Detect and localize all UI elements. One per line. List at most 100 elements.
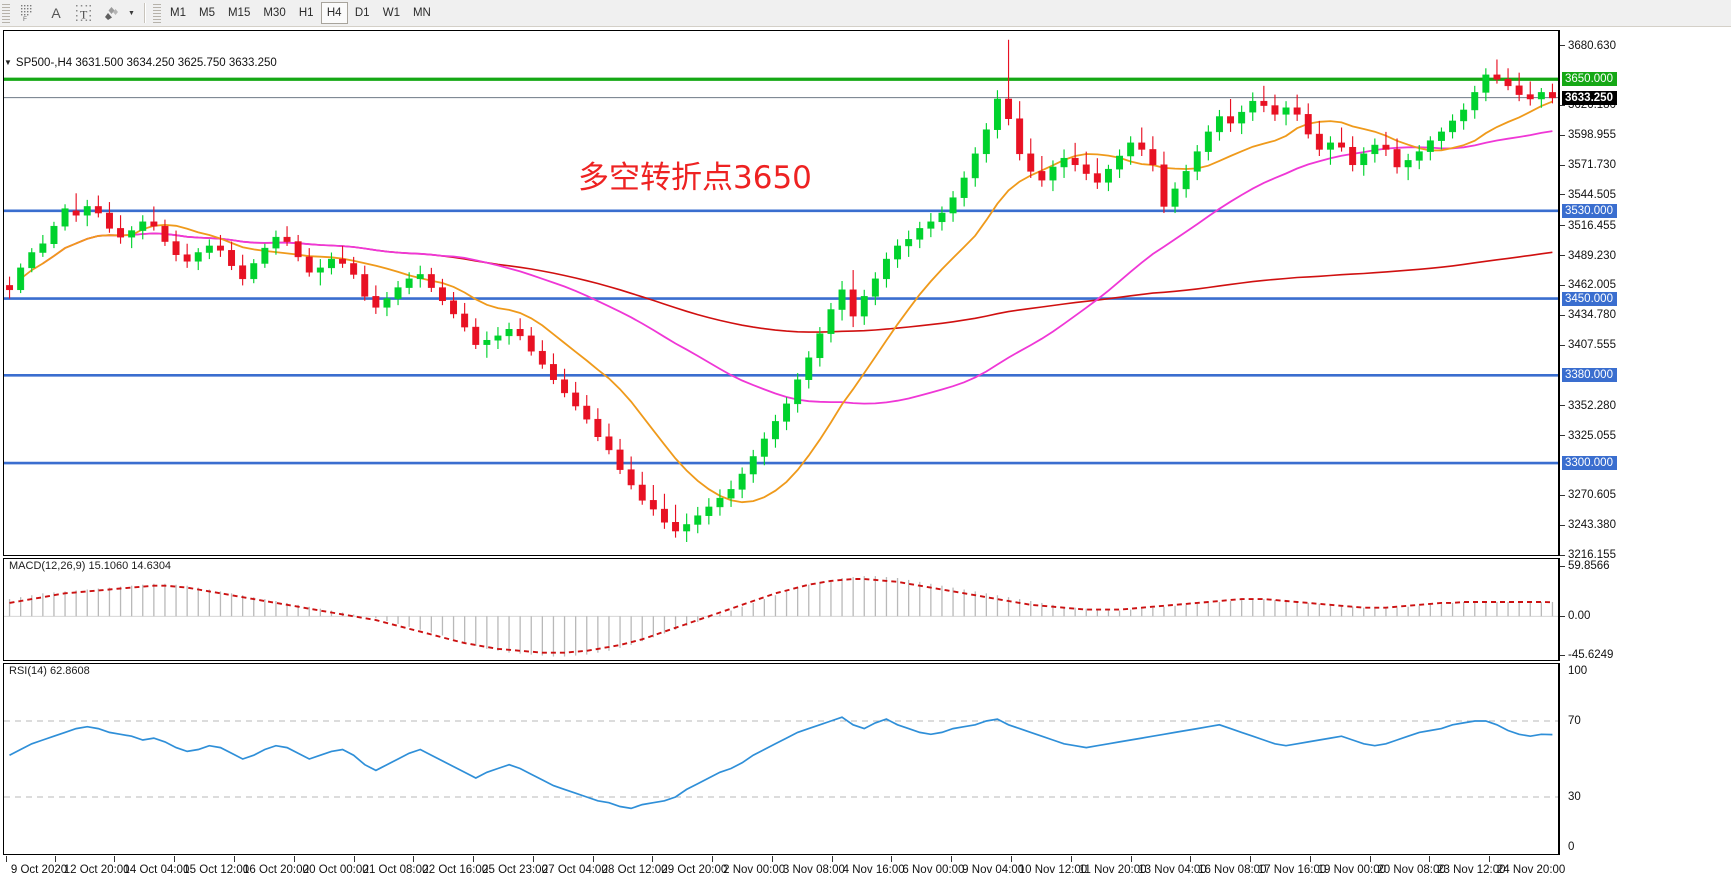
time-axis-label: 10 Nov 12:00 (1018, 864, 1088, 876)
rsi-pane[interactable]: RSI(14) 62.8608 (3, 663, 1559, 855)
timeframe-m1[interactable]: M1 (170, 7, 186, 19)
timeframe-m30[interactable]: M30 (263, 7, 286, 19)
macd-pane[interactable]: MACD(12,26,9) 15.1060 14.6304 (3, 558, 1559, 661)
price-axis-tick-label: 3407.555 (1568, 339, 1616, 352)
price-axis-tick: 3489.230 (1560, 249, 1616, 263)
time-axis-tick-mark (532, 856, 534, 862)
price-axis-tick: 3270.605 (1560, 488, 1616, 502)
tick-mark (1560, 565, 1565, 567)
time-axis-tick-mark (652, 856, 654, 862)
macd-axis-tick-label: 59.8566 (1568, 560, 1610, 572)
tick-mark (1560, 654, 1565, 656)
macd-axis-tick: 0.00 (1560, 609, 1590, 623)
time-axis[interactable]: 9 Oct 2020 12 Oct 20:00 14 Oct 04:00 15 Oct… (3, 856, 1565, 894)
time-axis-tick-mark (1190, 856, 1192, 862)
svg-text:T: T (80, 7, 88, 21)
timeframe-m5[interactable]: M5 (198, 7, 215, 19)
macd-axis-tick: -45.6249 (1560, 648, 1613, 662)
time-axis-tick-mark (353, 856, 355, 862)
toolbar-grip-handle[interactable] (2, 3, 10, 23)
tick-mark (1560, 225, 1565, 227)
svg-text:F: F (23, 16, 27, 21)
time-axis-tick-mark (473, 856, 475, 862)
time-axis-label: 2 Nov 00:00 (723, 864, 786, 876)
time-axis-label: 17 Nov 16:00 (1257, 864, 1327, 876)
macd-axis-tick: 59.8566 (1560, 559, 1610, 573)
time-axis-tick-mark (1070, 856, 1072, 862)
tick-mark (1560, 435, 1565, 437)
time-axis-tick-mark (54, 856, 56, 862)
timeframe-h1[interactable]: H1 (298, 7, 314, 19)
time-axis-tick-mark (413, 856, 415, 862)
price-axis-tick: 3352.280 (1560, 399, 1616, 413)
chevron-down-icon[interactable]: ▼ (128, 9, 135, 17)
time-axis-label: 9 Oct 2020 (10, 864, 68, 876)
price-axis-tick-label: 3434.780 (1568, 309, 1616, 322)
rsi-axis-tick: 100 (1560, 664, 1587, 678)
macd-axis[interactable]: 59.8566 0.00 -45.6249 (1559, 558, 1731, 661)
time-axis-label: 25 Oct 23:00 (482, 864, 548, 876)
text-label-glyph: A (51, 5, 61, 21)
tick-mark (1560, 494, 1565, 496)
price-axis-tick: 3325.055 (1560, 429, 1616, 443)
time-axis-label: 14 Oct 04:00 (123, 864, 190, 876)
text-box-icon[interactable]: T (71, 1, 97, 25)
rsi-axis-tick-label: 70 (1568, 715, 1581, 727)
price-level-tag[interactable]: 3450.000 (1562, 291, 1617, 306)
macd-label: MACD(12,26,9) 15.1060 14.6304 (8, 560, 173, 572)
chart-canvas-area[interactable]: ▼ SP500-,H4 3631.500 3634.250 3625.750 36… (0, 27, 1731, 895)
price-axis-tick: 3571.730 (1560, 158, 1616, 172)
price-axis-tick: 3680.630 (1560, 39, 1616, 53)
macd-plot (4, 576, 1558, 657)
tick-mark (1560, 615, 1565, 617)
rsi-axis[interactable]: 100 70 30 0 (1559, 663, 1731, 855)
timeframe-m15[interactable]: M15 (227, 7, 251, 19)
price-axis[interactable]: 3680.630 3626.180 3598.955 3571.730 3544.505… (1559, 30, 1731, 561)
time-axis-tick-mark (114, 856, 116, 862)
shapes-icon[interactable] (99, 1, 125, 25)
price-level-tag[interactable]: 3300.000 (1562, 456, 1617, 471)
time-axis-tick-mark (831, 856, 833, 862)
time-axis-label: 3 Nov 08:00 (782, 864, 845, 876)
price-axis-tick-label: 3571.730 (1568, 159, 1616, 172)
price-level-tag[interactable]: 3380.000 (1562, 368, 1617, 383)
time-axis-label: 4 Nov 16:00 (842, 864, 905, 876)
chart-toolbar: F A T (0, 0, 1731, 27)
tick-mark (1560, 554, 1565, 556)
tick-mark (1560, 104, 1565, 106)
time-axis-tick-mark (891, 856, 893, 862)
time-axis-label: 13 Nov 04:00 (1138, 864, 1207, 876)
price-axis-tick-label: 3680.630 (1568, 39, 1616, 52)
price-axis-tick-label: 3544.505 (1568, 188, 1616, 201)
price-axis-tick-label: 3462.005 (1568, 279, 1616, 292)
timeframe-h4[interactable]: H4 (320, 2, 348, 24)
timeframe-group-grip[interactable] (153, 3, 161, 23)
tick-mark (1560, 194, 1565, 196)
text-label-icon[interactable]: A (43, 1, 69, 25)
price-axis-tick: 3434.780 (1560, 308, 1616, 322)
time-axis-label: 20 Nov 08:00 (1377, 864, 1446, 876)
time-axis-label: 20 Oct 00:00 (302, 864, 369, 876)
time-axis-label: 9 Nov 04:00 (962, 864, 1025, 876)
time-axis-label: 16 Oct 20:00 (243, 864, 309, 876)
price-axis-tick: 3407.555 (1560, 338, 1616, 352)
macd-axis-tick-label: 0.00 (1568, 610, 1591, 623)
last-price-tag: 3633.250 (1562, 90, 1617, 105)
collapse-caret-icon[interactable]: ▼ (4, 58, 12, 67)
tick-mark (1560, 134, 1565, 136)
tick-mark (1560, 45, 1565, 47)
price-level-tag[interactable]: 3530.000 (1562, 203, 1617, 218)
timeframe-d1[interactable]: D1 (354, 7, 370, 19)
grid-crosshair-icon[interactable]: F (15, 1, 41, 25)
tick-mark (1560, 405, 1565, 407)
price-axis-tick: 3516.455 (1560, 219, 1616, 233)
time-axis-tick-mark (174, 856, 176, 862)
timeframe-mn[interactable]: MN (412, 7, 431, 19)
price-level-tag[interactable]: 3650.000 (1562, 72, 1617, 87)
timeframe-w1[interactable]: W1 (382, 7, 400, 19)
time-axis-tick-mark (951, 856, 953, 862)
time-axis-label: 6 Nov 00:00 (902, 864, 965, 876)
time-axis-label: 22 Oct 16:00 (422, 864, 489, 876)
price-pane[interactable] (3, 30, 1559, 556)
